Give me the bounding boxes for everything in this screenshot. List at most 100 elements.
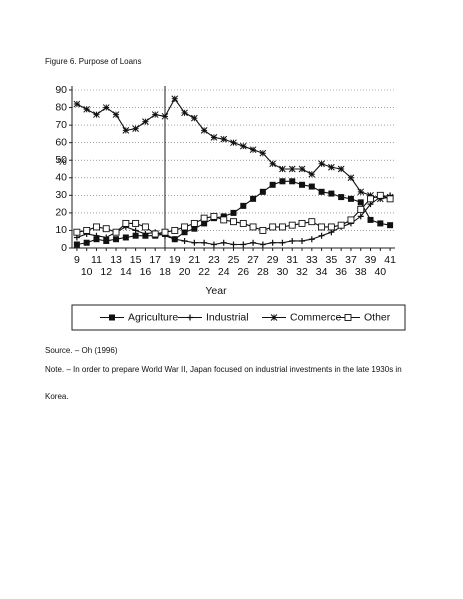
x-tick-label: 21 [189, 254, 201, 266]
marker [191, 239, 198, 246]
x-tick-label: 13 [110, 254, 122, 266]
marker [201, 239, 208, 246]
marker [132, 227, 139, 234]
marker [259, 241, 266, 248]
marker [250, 239, 257, 246]
marker [249, 223, 257, 231]
marker [73, 100, 81, 108]
x-tick-label: 16 [140, 266, 152, 278]
marker [239, 142, 247, 150]
y-axis-label: % [57, 156, 66, 168]
marker [83, 226, 91, 234]
marker [318, 160, 325, 168]
marker [93, 236, 100, 243]
marker [132, 219, 140, 227]
marker [142, 230, 149, 237]
marker [83, 239, 90, 246]
x-tick-label: 17 [149, 254, 161, 266]
marker [327, 223, 335, 231]
marker [132, 125, 139, 132]
marker [103, 234, 110, 241]
marker [308, 170, 316, 178]
marker [269, 160, 277, 168]
marker [220, 135, 228, 143]
marker [190, 219, 198, 227]
x-tick-label: 36 [335, 266, 347, 278]
marker [113, 236, 120, 243]
marker [337, 221, 345, 229]
marker [270, 314, 278, 321]
marker [200, 127, 208, 134]
x-tick-label: 19 [169, 254, 181, 266]
figure-caption: Figure 6. Purpose of Loans [45, 57, 142, 66]
marker [367, 191, 374, 199]
marker [230, 218, 237, 226]
source: Source. – Oh (1996) [45, 346, 118, 355]
marker [347, 174, 355, 182]
y-tick-label: 0 [61, 242, 67, 254]
marker [318, 232, 325, 239]
marker [220, 216, 228, 224]
marker [112, 111, 120, 118]
marker [112, 228, 120, 236]
marker [344, 314, 352, 321]
x-tick-label: 34 [316, 266, 328, 278]
legend-label: Agriculture [128, 311, 178, 323]
marker [328, 163, 335, 171]
marker [387, 222, 394, 229]
marker [328, 190, 335, 197]
marker [337, 165, 345, 173]
y-tick-label: 50 [55, 154, 67, 166]
marker [279, 165, 286, 173]
marker [308, 183, 315, 190]
x-tick-label: 18 [159, 266, 171, 278]
marker [210, 212, 218, 220]
x-tick-label: 12 [100, 266, 112, 278]
marker [239, 219, 247, 227]
marker [142, 118, 149, 125]
marker [249, 146, 257, 154]
y-tick-label: 40 [55, 172, 67, 184]
marker [181, 223, 189, 231]
marker [122, 127, 130, 134]
y-tick-label: 60 [55, 136, 67, 148]
marker [103, 237, 110, 244]
marker [181, 229, 188, 236]
marker [122, 219, 130, 227]
x-tick-label: 27 [247, 254, 259, 266]
marker [109, 314, 115, 321]
marker [200, 214, 208, 222]
marker [279, 178, 286, 185]
x-tick-label: 22 [198, 266, 210, 278]
marker [181, 109, 188, 117]
marker [240, 241, 247, 248]
marker [171, 226, 179, 234]
marker [386, 195, 394, 203]
marker [318, 223, 326, 231]
x-tick-label: 9 [74, 254, 80, 266]
marker [141, 223, 149, 231]
marker [298, 219, 306, 227]
x-tick-label: 31 [286, 254, 298, 266]
marker [230, 209, 237, 216]
marker [377, 220, 384, 227]
marker [190, 114, 198, 122]
x-tick-label: 24 [218, 266, 230, 278]
marker [338, 194, 345, 201]
note-line: Note. – In order to prepare World War II… [45, 365, 402, 374]
marker [83, 105, 91, 113]
marker [269, 239, 276, 246]
marker [269, 181, 276, 188]
marker [279, 239, 286, 246]
marker [201, 220, 208, 227]
y-tick-label: 70 [55, 119, 67, 131]
marker [357, 199, 364, 206]
x-tick-label: 11 [91, 254, 102, 266]
x-tick-label: 28 [257, 266, 269, 278]
marker [357, 205, 365, 213]
marker [308, 218, 316, 226]
marker [269, 223, 277, 231]
x-tick-label: 14 [120, 266, 132, 278]
marker [132, 232, 139, 239]
